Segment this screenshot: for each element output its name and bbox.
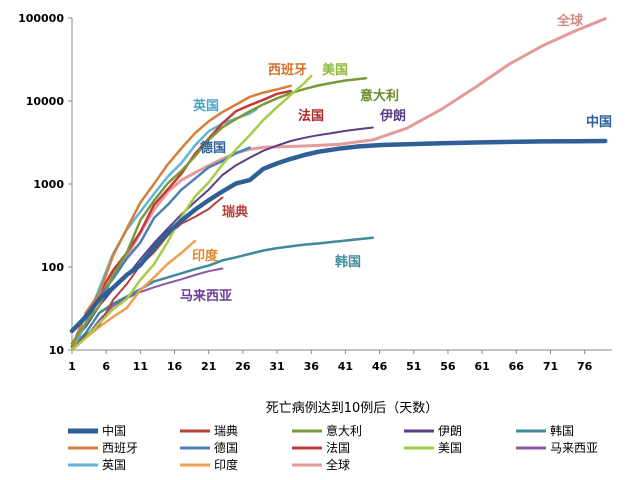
x-tick-label: 1 [68,360,76,373]
series-line-10 [70,107,258,352]
series-line-4 [70,236,375,348]
x-tick-label: 41 [338,360,353,373]
series-label-1: 瑞典 [222,204,248,220]
legend-entry-0: 中国 [68,423,126,438]
series-label-6: 德国 [200,140,226,156]
series-line-9 [71,267,224,351]
legend-label: 全球 [326,457,350,472]
legend-label: 英国 [102,458,126,472]
series-label-3: 伊朗 [379,108,406,124]
series-label-0: 中国 [586,114,612,130]
x-axis-label: 死亡病例达到10例后（天数） [266,401,439,416]
y-tick-label: 100000 [18,12,64,25]
legend-entry-5: 西班牙 [68,441,138,455]
series-line-6 [70,146,251,348]
legend-label: 德国 [214,440,238,455]
legend-label: 瑞典 [214,424,238,438]
legend-label: 法国 [326,441,350,455]
legend-label: 中国 [102,423,126,438]
series-line-2 [70,76,368,345]
series-label-12: 全球 [556,13,584,29]
legend-entry-4: 韩国 [516,423,574,438]
series-label-11: 印度 [192,248,219,264]
x-tick-label: 56 [440,360,456,373]
series-label-4: 韩国 [335,254,361,270]
series-line-0 [69,138,608,334]
x-tick-label: 21 [201,360,216,373]
y-tick-label: 10 [49,344,65,357]
legend-entry-8: 美国 [404,441,462,455]
legend-entry-2: 意大利 [292,423,362,438]
legend-label: 伊朗 [438,424,462,438]
series-label-9: 马来西亚 [180,288,232,304]
legend-entry-10: 英国 [68,458,126,472]
x-tick-label: 6 [102,360,110,373]
x-tick-label: 26 [235,360,251,373]
legend-entry-1: 瑞典 [180,424,238,438]
x-tick-label: 61 [474,360,489,373]
legend-entry-3: 伊朗 [404,424,462,438]
legend-label: 韩国 [550,423,574,438]
series-line-5 [70,84,292,352]
legend-entry-9: 马来西亚 [516,441,598,455]
x-tick-label: 31 [269,360,284,373]
legend-entry-12: 全球 [292,457,350,472]
y-tick-label: 1000 [33,178,64,191]
x-tick-label: 71 [543,360,558,373]
legend-label: 马来西亚 [550,441,598,455]
series-line-7 [70,89,292,348]
x-tick-label: 51 [406,360,421,373]
legend-label: 意大利 [326,423,362,438]
series-label-5: 西班牙 [268,62,307,78]
y-tick-label: 10000 [26,95,65,108]
series-label-10: 英国 [192,98,219,114]
series-label-7: 法国 [298,108,324,124]
x-tick-label: 16 [167,360,183,373]
legend-label: 西班牙 [102,441,138,455]
legend-label: 印度 [214,457,238,472]
legend-entry-6: 德国 [180,440,238,455]
legend-label: 美国 [438,441,462,455]
x-tick-label: 11 [133,360,148,373]
legend-entry-11: 印度 [180,457,238,472]
y-tick-label: 100 [41,261,64,274]
x-tick-label: 46 [372,360,388,373]
series-label-2: 意大利 [360,88,399,104]
legend-entry-7: 法国 [292,441,350,455]
series-lines [69,17,608,352]
x-tick-label: 36 [304,360,320,373]
series-label-8: 美国 [322,62,348,78]
series-line-8 [70,74,313,352]
x-tick-label: 66 [509,360,525,373]
x-tick-label: 76 [577,360,593,373]
